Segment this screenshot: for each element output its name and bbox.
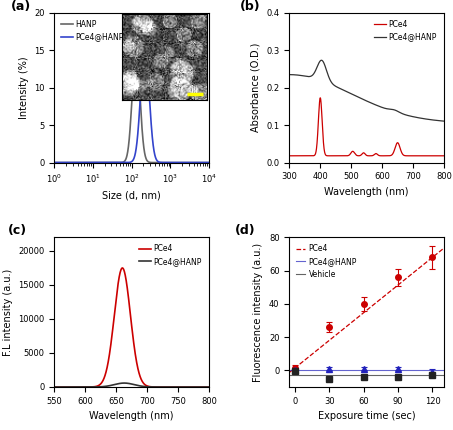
X-axis label: Size (d, nm): Size (d, nm) xyxy=(102,190,161,200)
X-axis label: Wavelength (nm): Wavelength (nm) xyxy=(89,411,174,421)
Y-axis label: Absorbance (O.D.): Absorbance (O.D.) xyxy=(251,43,261,132)
Text: (b): (b) xyxy=(240,0,260,13)
Legend: PCe4, PCe4@HANP, Vehicle: PCe4, PCe4@HANP, Vehicle xyxy=(293,241,360,282)
Y-axis label: Intensity (%): Intensity (%) xyxy=(19,56,29,119)
Text: (a): (a) xyxy=(11,0,31,13)
Legend: PCe4, PCe4@HANP: PCe4, PCe4@HANP xyxy=(136,241,205,269)
Y-axis label: F.L intensity (a.u.): F.L intensity (a.u.) xyxy=(3,269,13,356)
Legend: HANP, PCe4@HANP: HANP, PCe4@HANP xyxy=(58,17,127,45)
Text: (d): (d) xyxy=(235,224,256,237)
X-axis label: Wavelength (nm): Wavelength (nm) xyxy=(324,187,409,197)
Legend: PCe4, PCe4@HANP: PCe4, PCe4@HANP xyxy=(371,17,440,45)
X-axis label: Exposure time (sec): Exposure time (sec) xyxy=(318,411,415,421)
Y-axis label: Fluorescence intensity (a.u.): Fluorescence intensity (a.u.) xyxy=(253,243,264,382)
Text: (c): (c) xyxy=(8,224,27,237)
